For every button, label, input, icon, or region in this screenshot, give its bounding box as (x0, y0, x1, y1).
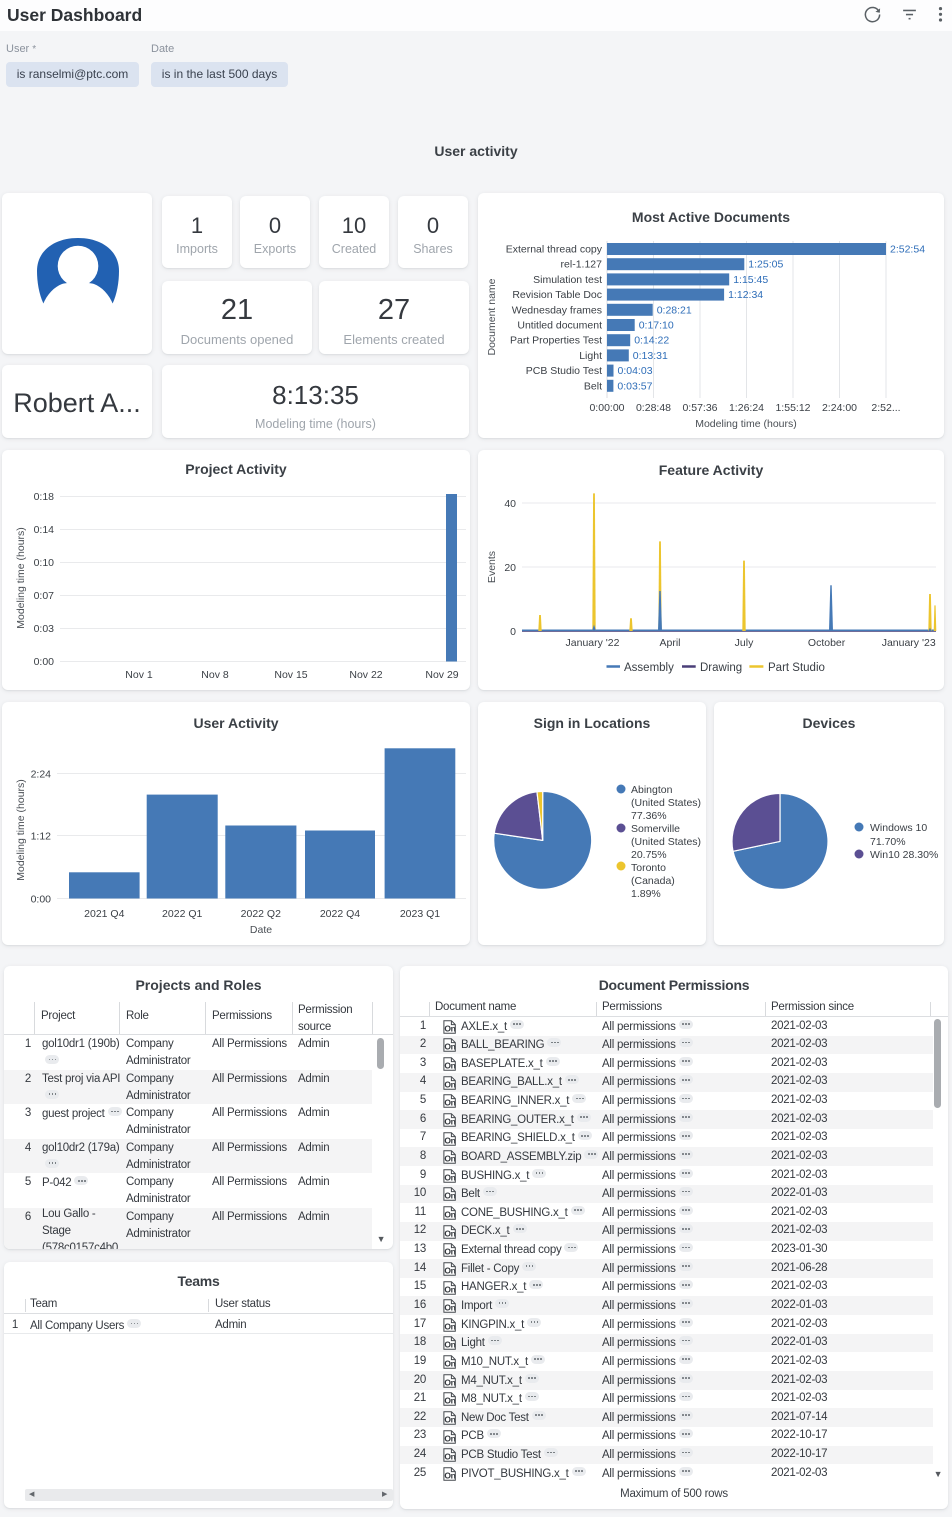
svg-text:0:14: 0:14 (34, 524, 55, 536)
svg-text:PCB Studio Test: PCB Studio Test (526, 365, 602, 377)
svg-text:1:26:24: 1:26:24 (729, 402, 764, 414)
svg-text:0:03:57: 0:03:57 (617, 380, 652, 392)
svg-text:Date: Date (250, 924, 272, 936)
svg-text:1.89%: 1.89% (631, 888, 661, 900)
svg-text:Modeling time (hours): Modeling time (hours) (15, 527, 27, 629)
svg-text:Toronto: Toronto (631, 862, 666, 874)
svg-text:Nov 1: Nov 1 (125, 669, 153, 681)
svg-text:2:24: 2:24 (31, 769, 52, 781)
svg-text:0: 0 (510, 626, 516, 638)
svg-text:Somerville: Somerville (631, 823, 680, 835)
svg-text:Win10 28.30%: Win10 28.30% (870, 849, 938, 861)
svg-text:January '23: January '23 (882, 637, 936, 649)
svg-text:October: October (808, 637, 846, 649)
svg-text:0:04:03: 0:04:03 (618, 365, 653, 377)
svg-text:0:13:31: 0:13:31 (633, 350, 668, 362)
svg-text:Modeling time (hours): Modeling time (hours) (15, 779, 27, 881)
svg-text:0:28:21: 0:28:21 (657, 304, 692, 316)
svg-text:2:24:00: 2:24:00 (822, 402, 857, 414)
svg-text:0:00: 0:00 (31, 894, 52, 906)
svg-text:Document name: Document name (486, 278, 498, 355)
svg-text:Windows 10: Windows 10 (870, 822, 927, 834)
svg-text:0:07: 0:07 (34, 590, 55, 602)
svg-text:Untitled document: Untitled document (517, 320, 602, 332)
svg-text:January '22: January '22 (566, 637, 620, 649)
svg-text:Feature Activity: Feature Activity (659, 462, 764, 478)
svg-text:Nov 29: Nov 29 (425, 669, 458, 681)
svg-text:(Canada): (Canada) (631, 875, 675, 887)
svg-text:1:12: 1:12 (31, 831, 52, 843)
svg-text:Part Properties Test: Part Properties Test (510, 335, 602, 347)
svg-text:1:12:34: 1:12:34 (728, 289, 763, 301)
svg-text:1:55:12: 1:55:12 (775, 402, 810, 414)
svg-text:0:28:48: 0:28:48 (636, 402, 671, 414)
svg-text:(United States): (United States) (631, 836, 701, 848)
svg-text:2023 Q1: 2023 Q1 (400, 908, 440, 920)
svg-text:User Activity: User Activity (193, 715, 278, 731)
svg-text:rel-1.127: rel-1.127 (561, 259, 603, 271)
svg-text:Sign in Locations: Sign in Locations (534, 715, 651, 731)
svg-text:2022 Q1: 2022 Q1 (162, 908, 202, 920)
svg-text:0:18: 0:18 (34, 491, 55, 503)
svg-text:0:57:36: 0:57:36 (682, 402, 717, 414)
svg-text:Project Activity: Project Activity (185, 461, 287, 477)
svg-text:2:52...: 2:52... (871, 402, 900, 414)
svg-text:0:00: 0:00 (34, 656, 55, 668)
svg-text:0:03: 0:03 (34, 623, 55, 635)
svg-text:2022 Q4: 2022 Q4 (320, 908, 360, 920)
svg-text:Part Studio: Part Studio (768, 662, 825, 674)
svg-text:Nov 8: Nov 8 (201, 669, 229, 681)
svg-text:Nov 15: Nov 15 (274, 669, 307, 681)
svg-text:1:15:45: 1:15:45 (733, 274, 768, 286)
svg-text:0:10: 0:10 (34, 557, 55, 569)
svg-text:Revision Table Doc: Revision Table Doc (512, 289, 602, 301)
svg-text:Light: Light (579, 350, 602, 362)
svg-text:40: 40 (504, 498, 516, 510)
svg-text:2022 Q2: 2022 Q2 (241, 908, 281, 920)
svg-text:Modeling time (hours): Modeling time (hours) (695, 418, 797, 430)
svg-text:Nov 22: Nov 22 (349, 669, 382, 681)
svg-text:2:52:54: 2:52:54 (890, 244, 925, 256)
svg-text:(United States): (United States) (631, 797, 701, 809)
svg-text:20: 20 (504, 562, 516, 574)
svg-text:Assembly: Assembly (624, 662, 674, 674)
svg-text:Events: Events (486, 551, 498, 583)
svg-text:Most Active Documents: Most Active Documents (632, 209, 790, 225)
svg-text:July: July (735, 637, 754, 649)
svg-text:71.70%: 71.70% (870, 836, 906, 848)
svg-text:April: April (659, 637, 680, 649)
svg-text:2021 Q4: 2021 Q4 (84, 908, 124, 920)
svg-text:1:25:05: 1:25:05 (748, 259, 783, 271)
svg-text:Devices: Devices (803, 715, 856, 731)
svg-text:External thread copy: External thread copy (506, 244, 603, 256)
svg-text:Wednesday frames: Wednesday frames (512, 304, 602, 316)
svg-text:Simulation test: Simulation test (533, 274, 602, 286)
svg-text:77.36%: 77.36% (631, 810, 667, 822)
svg-text:Drawing: Drawing (700, 662, 742, 674)
svg-text:Abington: Abington (631, 784, 673, 796)
svg-text:20.75%: 20.75% (631, 849, 667, 861)
svg-text:0:00:00: 0:00:00 (589, 402, 624, 414)
svg-text:Belt: Belt (584, 380, 602, 392)
svg-text:0:17:10: 0:17:10 (639, 320, 674, 332)
svg-text:0:14:22: 0:14:22 (634, 335, 669, 347)
